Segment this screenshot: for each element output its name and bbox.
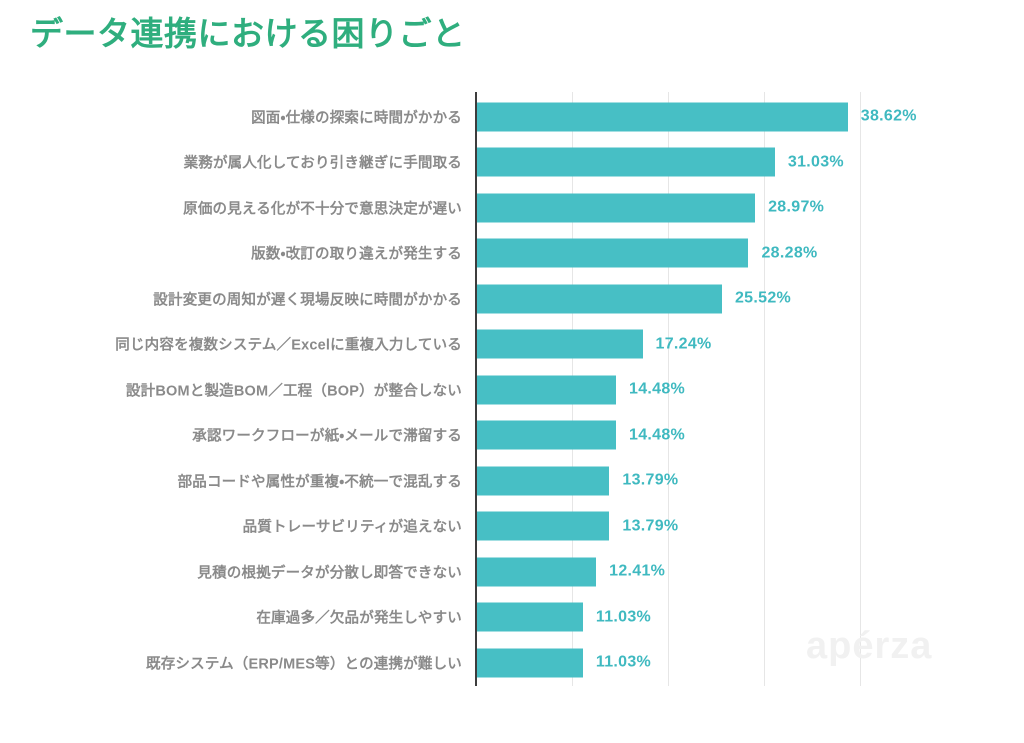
bar[interactable] — [477, 147, 775, 177]
bar[interactable] — [477, 284, 722, 314]
bar-group: 25.52% — [477, 284, 792, 314]
bar-value-label: 12.41% — [609, 562, 666, 580]
bar-value-label: 38.62% — [860, 107, 917, 125]
bar[interactable] — [477, 648, 583, 678]
category-label: 見積の根拠データが分散し即答できない — [197, 565, 462, 582]
category-label: 品質トレーサビリティが追えない — [242, 519, 462, 536]
bar-value-label: 14.48% — [629, 426, 686, 444]
bar-group: 11.03% — [477, 602, 652, 632]
bar-row: 品質トレーサビリティが追えない 13.79% — [0, 504, 1024, 550]
bar-row: 在庫過多／欠品が発生しやすい 11.03% — [0, 595, 1024, 641]
bar-row: 承認ワークフローが紙・メールで滞留する 14.48% — [0, 413, 1024, 459]
bar-row: 業務が属人化しており引き継ぎに手間取る 31.03% — [0, 140, 1024, 186]
bar-group: 14.48% — [477, 420, 686, 450]
bar-value-label: 28.97% — [768, 198, 825, 216]
bar-value-label: 31.03% — [787, 153, 844, 171]
bar-row: 同じ内容を複数システム／Excelに重複入力している 17.24% — [0, 322, 1024, 368]
bar-group: 13.79% — [477, 511, 679, 541]
gridline-40 — [860, 92, 861, 686]
bar-row: 既存システム（ERP/MES等）との連携が難しい 11.03% — [0, 640, 1024, 686]
y-axis-line — [475, 92, 477, 686]
bar[interactable] — [477, 466, 610, 496]
category-label: 版数・改訂の取り違えが発生する — [251, 246, 462, 263]
bar-group: 38.62% — [477, 102, 917, 132]
bar-row: 設計BOMと製造BOM／工程（BOP）が整合しない 14.48% — [0, 367, 1024, 413]
bar-value-label: 13.79% — [622, 517, 679, 535]
category-label: 同じ内容を複数システム／Excelに重複入力している — [115, 337, 462, 354]
bar[interactable] — [477, 420, 616, 450]
bar-row: 図面・仕様の探索に時間がかかる 38.62% — [0, 94, 1024, 140]
bar[interactable] — [477, 375, 616, 405]
bar-row: 版数・改訂の取り違えが発生する 28.28% — [0, 231, 1024, 277]
aperza-watermark: apérza — [806, 625, 933, 667]
bar-value-label: 13.79% — [622, 471, 679, 489]
page-title: データ連携における困りごと — [30, 15, 466, 52]
gridline-20 — [668, 92, 669, 686]
bar-value-label: 11.03% — [595, 608, 652, 626]
bar[interactable] — [477, 329, 643, 359]
bar[interactable] — [477, 238, 749, 268]
bar-value-label: 17.24% — [655, 335, 712, 353]
bar[interactable] — [477, 557, 597, 587]
bar-row: 見積の根拠データが分散し即答できない 12.41% — [0, 549, 1024, 595]
bar-group: 13.79% — [477, 466, 679, 496]
bar-row: 部品コードや属性が重複・不統一で混乱する 13.79% — [0, 458, 1024, 504]
category-label: 図面・仕様の探索に時間がかかる — [251, 110, 462, 127]
bar-group: 14.48% — [477, 375, 686, 405]
bar-value-label: 14.48% — [629, 380, 686, 398]
chart-rows: 図面・仕様の探索に時間がかかる 38.62% 業務が属人化しており引き継ぎに手間取る… — [0, 94, 1024, 686]
bar[interactable] — [477, 511, 610, 541]
category-label: 在庫過多／欠品が発生しやすい — [256, 610, 462, 627]
bar-group: 28.97% — [477, 193, 825, 223]
bar-row: 原価の見える化が不十分で意思決定が遅い 28.97% — [0, 185, 1024, 231]
bar-value-label: 28.28% — [761, 244, 818, 262]
bar-value-label: 11.03% — [595, 653, 652, 671]
category-label: 業務が属人化しており引き継ぎに手間取る — [183, 155, 462, 172]
bar[interactable] — [477, 602, 583, 632]
category-label: 原価の見える化が不十分で意思決定が遅い — [183, 201, 462, 218]
category-label: 承認ワークフローが紙・メールで滞留する — [192, 428, 462, 445]
bar-group: 17.24% — [477, 329, 712, 359]
category-label: 部品コードや属性が重複・不統一で混乱する — [177, 474, 462, 491]
bar-value-label: 25.52% — [734, 289, 792, 307]
category-label: 設計変更の周知が遅く現場反映に時間がかかる — [153, 292, 462, 309]
bar-row: 設計変更の周知が遅く現場反映に時間がかかる 25.52% — [0, 276, 1024, 322]
category-label: 設計BOMと製造BOM／工程（BOP）が整合しない — [125, 383, 462, 400]
bar-group: 12.41% — [477, 557, 666, 587]
bar-group: 11.03% — [477, 648, 652, 678]
bar[interactable] — [477, 193, 756, 223]
category-label: 既存システム（ERP/MES等）との連携が難しい — [146, 656, 462, 673]
bar-group: 31.03% — [477, 147, 844, 177]
bar-group: 28.28% — [477, 238, 818, 268]
gridline-30 — [764, 92, 765, 686]
bar[interactable] — [477, 102, 848, 132]
